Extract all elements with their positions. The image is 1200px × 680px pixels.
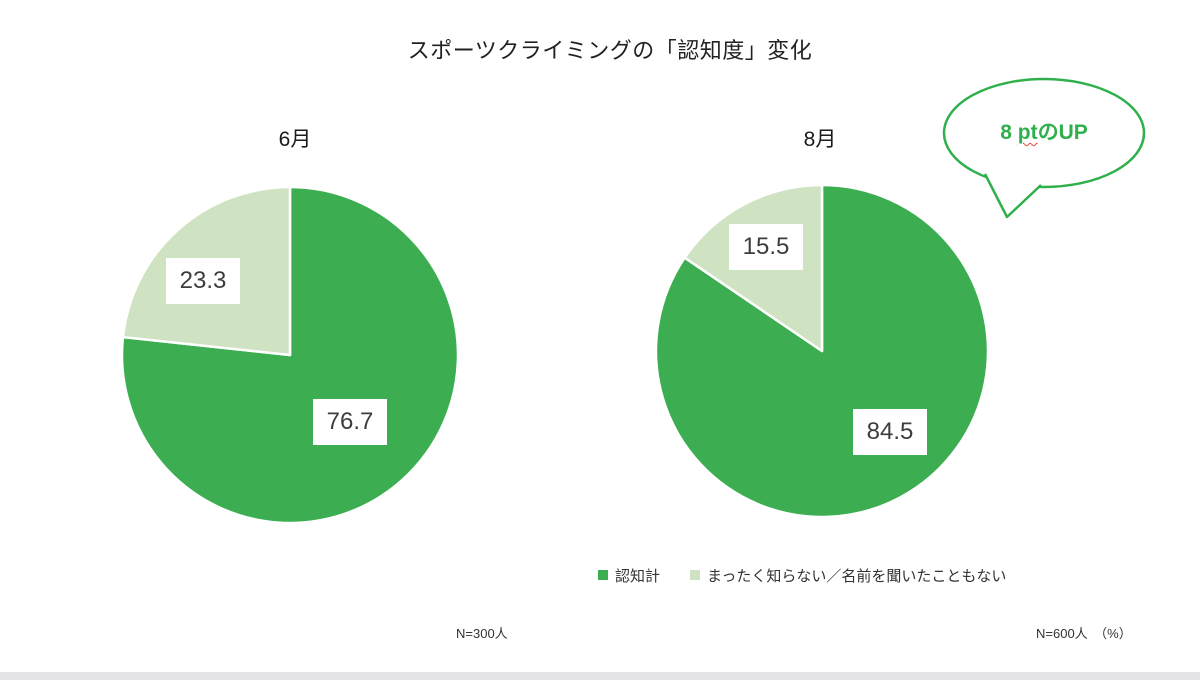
- legend-swatch-unaware: [690, 570, 701, 580]
- chart-title: スポーツクライミングの「認知度」変化: [407, 38, 813, 63]
- legend-item-aware: 認知計: [598, 565, 660, 586]
- data-label-august-aware: 84.5: [853, 409, 927, 455]
- callout-suffix: のUP: [1037, 121, 1088, 144]
- legend-item-unaware: まったく知らない／名前を聞いたこともない: [690, 565, 1006, 586]
- pie-title-august: 8月: [803, 128, 837, 151]
- data-label-june-unaware: 23.3: [166, 258, 240, 304]
- legend-label-aware: 認知計: [615, 567, 661, 585]
- sample-size-june: N=300人: [456, 626, 508, 641]
- callout-number: 8: [1000, 121, 1018, 144]
- chart-legend: 認知計 まったく知らない／名前を聞いたこともない: [598, 563, 1006, 587]
- pie-chart-june: [120, 185, 460, 525]
- legend-label-unaware: まったく知らない／名前を聞いたこともない: [707, 567, 1007, 585]
- callout-unit: pt: [1017, 121, 1038, 144]
- speech-bubble: [942, 77, 1146, 219]
- speech-bubble-tail: [983, 173, 1042, 219]
- legend-swatch-aware: [598, 570, 608, 580]
- sample-size-august: N=600人 （%）: [1036, 626, 1132, 641]
- pie-title-june: 6月: [278, 128, 312, 151]
- callout-text: 8 ptのUP: [964, 120, 1124, 146]
- speech-bubble-ellipse: [942, 77, 1146, 189]
- data-label-june-aware: 76.7: [313, 399, 387, 445]
- data-label-august-unaware: 15.5: [729, 224, 803, 270]
- window-bottom-bar: [0, 672, 1200, 680]
